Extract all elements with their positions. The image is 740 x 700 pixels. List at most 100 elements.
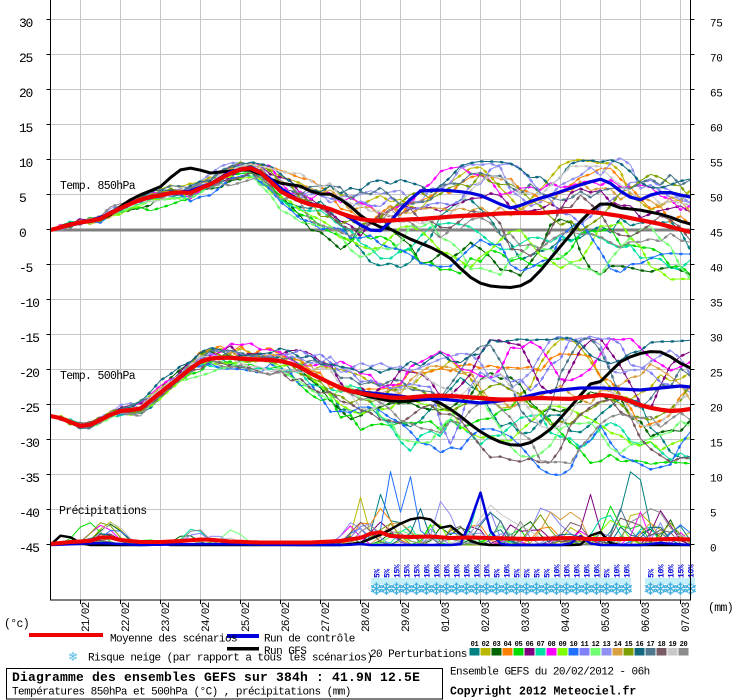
svg-text:10%: 10% [594,564,603,578]
svg-text:Ensemble GEFS du 20/02/2012 -: Ensemble GEFS du 20/02/2012 - 06h [450,667,650,679]
svg-text:❄: ❄ [665,579,676,601]
svg-text:❄: ❄ [590,579,601,601]
svg-text:05/03: 05/03 [601,602,613,632]
svg-text:10%: 10% [424,564,433,578]
svg-text:❄: ❄ [381,579,392,601]
svg-text:29/02: 29/02 [401,602,413,632]
svg-text:5%: 5% [534,569,543,578]
svg-text:❄: ❄ [645,579,656,601]
svg-text:15: 15 [625,641,633,649]
svg-text:❄: ❄ [471,579,482,601]
svg-text:❄: ❄ [390,579,401,601]
svg-text:❄: ❄ [491,579,502,601]
svg-text:❄: ❄ [411,579,422,601]
svg-text:30: 30 [19,16,33,31]
svg-text:❄: ❄ [430,579,441,601]
svg-text:60: 60 [710,124,723,136]
svg-text:❄: ❄ [601,579,612,601]
svg-text:(mm): (mm) [708,602,733,615]
svg-text:10%: 10% [434,564,443,578]
svg-text:10%: 10% [614,564,623,578]
svg-text:15%: 15% [414,564,423,578]
svg-text:10%: 10% [484,564,493,578]
svg-text:70: 70 [710,54,723,66]
svg-text:02/03: 02/03 [481,602,493,632]
svg-text:❄: ❄ [560,579,571,601]
svg-text:❄: ❄ [655,579,666,601]
svg-text:❄: ❄ [371,579,382,601]
svg-text:❄: ❄ [521,579,532,601]
svg-text:-45: -45 [19,541,39,556]
svg-text:5: 5 [19,191,26,206]
svg-text:10%: 10% [688,564,697,578]
svg-text:25: 25 [19,51,33,66]
svg-text:-40: -40 [19,506,39,521]
svg-text:15%: 15% [404,564,413,578]
svg-text:❄: ❄ [401,579,412,601]
svg-text:❄: ❄ [664,579,675,601]
svg-text:27/02: 27/02 [321,602,333,632]
svg-text:14: 14 [614,641,622,649]
svg-text:10%: 10% [658,564,667,578]
svg-text:10%: 10% [444,564,453,578]
svg-text:10%: 10% [668,564,677,578]
svg-text:20 Perturbations: 20 Perturbations [370,649,467,661]
svg-text:55: 55 [710,159,723,171]
svg-text:-20: -20 [19,366,39,381]
svg-text:Précipitations: Précipitations [59,505,147,518]
svg-text:Moyenne des scénarios: Moyenne des scénarios [110,634,237,646]
svg-text:04: 04 [504,641,512,649]
svg-text:5%: 5% [514,569,523,578]
svg-text:❄: ❄ [380,579,391,601]
svg-text:10%: 10% [464,564,473,578]
svg-text:❄: ❄ [400,579,411,601]
svg-text:Risque neige (par rapport a to: Risque neige (par rapport a tous les scé… [88,653,372,665]
svg-text:10%: 10% [504,564,513,578]
svg-text:10%: 10% [574,564,583,578]
svg-text:-25: -25 [19,401,39,416]
svg-text:10: 10 [710,474,723,486]
svg-text:❄: ❄ [370,579,381,601]
svg-text:Run GFS: Run GFS [264,646,307,658]
svg-text:❄: ❄ [431,579,442,601]
svg-text:65: 65 [710,89,723,101]
svg-text:❄: ❄ [551,579,562,601]
svg-text:❄: ❄ [470,579,481,601]
svg-text:10%: 10% [564,564,573,578]
svg-text:28/02: 28/02 [361,602,373,632]
svg-text:❄: ❄ [654,579,665,601]
svg-text:04/03: 04/03 [561,602,573,632]
svg-text:10%: 10% [624,564,633,578]
svg-text:Températures 850hPa et 500hPa: Températures 850hPa et 500hPa (°C) , pré… [12,687,351,699]
svg-text:❄: ❄ [611,579,622,601]
svg-text:❄: ❄ [621,579,632,601]
svg-text:❄: ❄ [620,579,631,601]
svg-text:15: 15 [19,121,33,136]
svg-text:5: 5 [710,509,716,521]
svg-text:❄: ❄ [675,579,686,601]
svg-text:11: 11 [581,641,589,649]
svg-text:5%: 5% [374,569,383,578]
svg-text:08: 08 [548,641,556,649]
svg-text:50: 50 [710,194,723,206]
svg-text:❄: ❄ [460,579,471,601]
svg-text:10: 10 [570,641,578,649]
svg-text:10%: 10% [554,564,563,578]
svg-text:❄: ❄ [550,579,561,601]
svg-text:❄: ❄ [581,579,592,601]
svg-text:❄: ❄ [451,579,462,601]
svg-text:❄: ❄ [421,579,432,601]
svg-text:07/03: 07/03 [681,602,693,632]
svg-text:17: 17 [647,641,655,649]
svg-text:❄: ❄ [674,579,685,601]
svg-text:24/02: 24/02 [201,602,213,632]
svg-text:10%: 10% [474,564,483,578]
svg-text:0: 0 [19,226,26,241]
svg-text:❄: ❄ [420,579,431,601]
svg-text:0: 0 [710,544,716,556]
svg-text:01/03: 01/03 [441,602,453,632]
svg-text:❄: ❄ [450,579,461,601]
svg-text:(°c): (°c) [4,618,29,631]
svg-text:21/02: 21/02 [81,602,93,632]
svg-text:❄: ❄ [561,579,572,601]
